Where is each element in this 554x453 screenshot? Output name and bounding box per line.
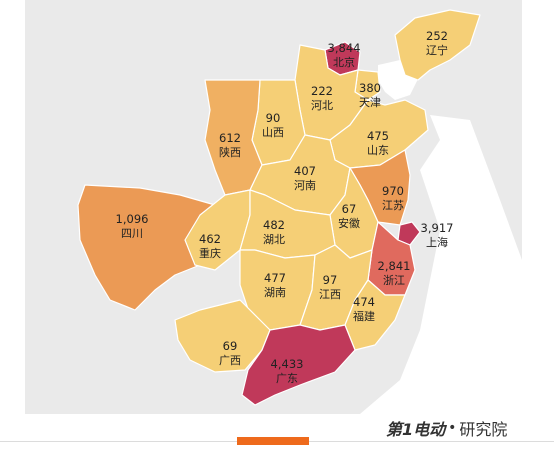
province-name-fujian: 福建 — [353, 309, 375, 323]
province-shanghai — [397, 221, 421, 246]
accent-bar — [237, 437, 309, 445]
province-name-jiangsu: 江苏 — [382, 199, 404, 212]
province-name-tianjin: 天津 — [359, 96, 381, 109]
province-value-shandong: 475 — [367, 129, 389, 143]
province-value-jiangxi: 97 — [323, 273, 338, 287]
province-guangdong — [241, 324, 356, 406]
province-name-zhejiang: 浙江 — [383, 274, 405, 287]
province-name-shanghai: 上海 — [426, 235, 448, 249]
logo-dot: • — [448, 420, 457, 436]
province-value-beijing: 3,844 — [328, 41, 361, 55]
province-value-shaanxi: 612 — [219, 131, 241, 145]
brand-logo: 第1电动 • 研究院 — [386, 416, 546, 440]
province-name-hunan: 湖南 — [264, 286, 286, 299]
province-fujian — [344, 279, 406, 351]
province-name-beijing: 北京 — [333, 55, 355, 69]
sea — [360, 60, 522, 414]
province-value-guangxi: 69 — [223, 339, 238, 353]
province-name-sichuan: 四川 — [121, 227, 143, 240]
province-value-hebei: 222 — [311, 84, 333, 98]
province-value-sichuan: 1,096 — [116, 212, 149, 226]
province-name-hubei: 湖北 — [263, 233, 285, 246]
province-value-shanghai: 3,917 — [421, 221, 454, 235]
province-name-chongqing: 重庆 — [199, 246, 221, 260]
province-value-jiangsu: 970 — [382, 184, 404, 198]
province-name-hebei: 河北 — [311, 99, 333, 112]
province-name-jiangxi: 江西 — [319, 288, 341, 301]
province-value-tianjin: 380 — [359, 81, 381, 95]
province-value-hubei: 482 — [263, 218, 285, 232]
province-value-guangdong: 4,433 — [271, 357, 304, 371]
province-name-shaanxi: 陕西 — [219, 145, 241, 159]
province-value-fujian: 474 — [353, 295, 375, 309]
province-value-shanxi: 90 — [266, 111, 281, 125]
province-name-guangxi: 广西 — [219, 354, 241, 367]
logo-suffix: 研究院 — [459, 420, 508, 439]
province-sichuan — [77, 184, 226, 311]
province-name-guangdong: 广东 — [276, 372, 298, 385]
province-liaoning — [394, 9, 481, 81]
province-name-henan: 河南 — [294, 179, 316, 192]
province-name-shandong: 山东 — [367, 144, 389, 157]
province-name-anhui: 安徽 — [338, 216, 360, 230]
province-name-shanxi: 山西 — [262, 126, 284, 139]
province-value-zhejiang: 2,841 — [378, 259, 411, 273]
province-name-liaoning: 辽宁 — [426, 43, 448, 57]
province-value-henan: 407 — [294, 164, 316, 178]
province-value-liaoning: 252 — [426, 29, 448, 43]
map-frame: 3,844 北京 252 辽宁 380 天津 222 河北 90 山西 612 陕西 475 山东 407 河… — [25, 0, 522, 414]
province-value-hunan: 477 — [264, 271, 286, 285]
province-value-chongqing: 462 — [199, 232, 221, 246]
logo-text: 第1电动 — [386, 420, 446, 439]
province-value-anhui: 67 — [342, 202, 357, 216]
